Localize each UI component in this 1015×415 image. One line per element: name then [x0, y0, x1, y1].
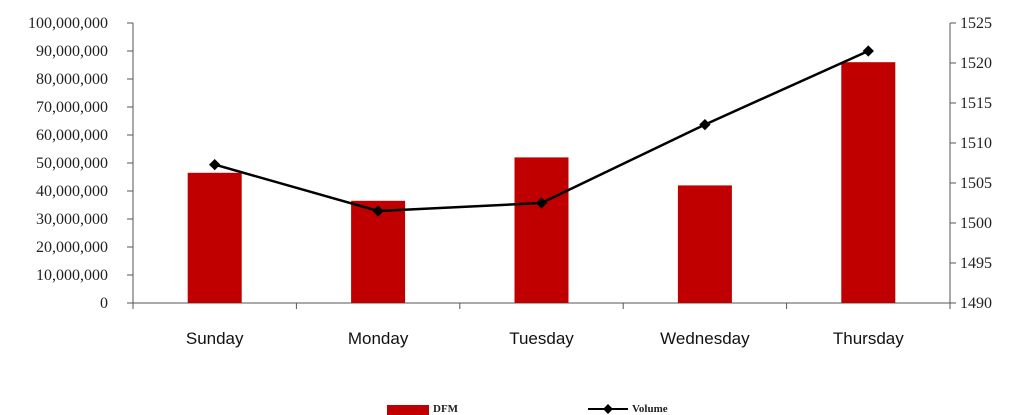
left-tick-label: 30,000,000: [36, 211, 108, 228]
category-label: Wednesday: [660, 329, 750, 348]
category-label: Thursday: [833, 329, 904, 348]
category-labels: Sunday Monday Tuesday Wednesday Thursday: [186, 329, 904, 348]
right-tick-label: 1525: [960, 15, 992, 32]
legend-label-dfm: DFM: [433, 403, 459, 415]
bar-dfm-thursday: [841, 62, 896, 304]
volume-point-sunday: [209, 158, 221, 171]
left-tick-label: 80,000,000: [36, 71, 108, 88]
axes: 0 10,000,000 20,000,000 30,000,000 40,000,00…: [28, 15, 992, 312]
right-tick-label: 1510: [960, 135, 992, 152]
bar-dfm-wednesday: [677, 185, 732, 303]
right-tick-label: 1515: [960, 95, 992, 112]
right-tick-label: 1495: [960, 255, 992, 272]
volume-point-thursday: [862, 45, 874, 57]
right-tick-label: 1500: [960, 215, 992, 232]
left-tick-label: 0: [100, 295, 108, 312]
left-tick-label: 100,000,000: [28, 15, 108, 32]
right-tick-label: 1490: [960, 295, 992, 312]
category-label: Sunday: [186, 329, 244, 348]
bar-dfm-sunday: [187, 172, 242, 303]
left-tick-label: 70,000,000: [36, 99, 108, 116]
right-tick-label: 1520: [960, 55, 992, 72]
legend-label-volume: Volume: [632, 403, 668, 415]
volume-point-monday: [372, 205, 384, 217]
bar-dfm-monday: [351, 200, 406, 303]
category-label: Tuesday: [509, 329, 574, 348]
left-tick-label: 60,000,000: [36, 127, 108, 144]
left-tick-label: 40,000,000: [36, 183, 108, 200]
bar-dfm-tuesday: [514, 157, 569, 303]
category-label: Monday: [348, 329, 409, 348]
left-tick-label: 50,000,000: [36, 155, 108, 172]
legend-swatch-dfm: [387, 405, 429, 415]
volume-point-wednesday: [699, 118, 711, 131]
volume-point-tuesday: [535, 197, 548, 209]
left-tick-label: 20,000,000: [36, 239, 108, 256]
right-tick-label: 1505: [960, 175, 992, 192]
left-tick-label: 90,000,000: [36, 43, 108, 60]
legend: DFM Volume: [387, 403, 668, 415]
bars-dfm: [187, 62, 896, 304]
legend-swatch-volume-marker: [603, 404, 613, 414]
left-tick-label: 10,000,000: [36, 267, 108, 284]
